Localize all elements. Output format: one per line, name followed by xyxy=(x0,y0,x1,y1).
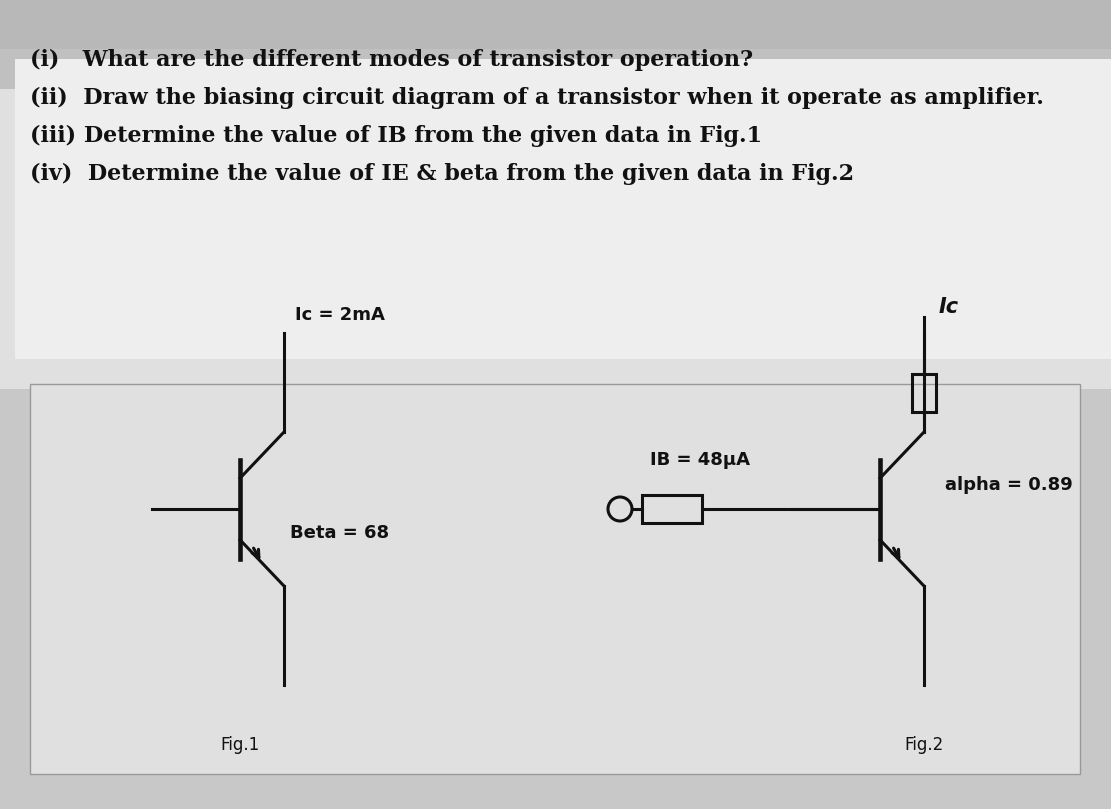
Bar xyxy=(16,59,1111,359)
Bar xyxy=(0,0,1111,79)
Text: alpha = 0.89: alpha = 0.89 xyxy=(945,476,1073,494)
Text: (i)   What are the different modes of transistor operation?: (i) What are the different modes of tran… xyxy=(30,49,753,71)
Text: Fig.1: Fig.1 xyxy=(220,736,260,754)
Text: IB = 48μA: IB = 48μA xyxy=(650,451,750,469)
Bar xyxy=(0,0,1111,389)
Bar xyxy=(0,49,1111,89)
Text: Ic: Ic xyxy=(939,297,959,316)
Bar xyxy=(912,374,935,412)
Text: (iv)  Determine the value of IE & beta from the given data in Fig.2: (iv) Determine the value of IE & beta fr… xyxy=(30,163,854,185)
Bar xyxy=(30,384,1080,774)
Text: Ic = 2mA: Ic = 2mA xyxy=(296,306,384,324)
Text: (iii) Determine the value of IB from the given data in Fig.1: (iii) Determine the value of IB from the… xyxy=(30,125,762,147)
Bar xyxy=(0,0,1111,49)
Text: Beta = 68: Beta = 68 xyxy=(290,524,389,542)
Text: Fig.2: Fig.2 xyxy=(904,736,943,754)
Bar xyxy=(642,495,702,523)
Text: (ii)  Draw the biasing circuit diagram of a transistor when it operate as amplif: (ii) Draw the biasing circuit diagram of… xyxy=(30,87,1044,109)
